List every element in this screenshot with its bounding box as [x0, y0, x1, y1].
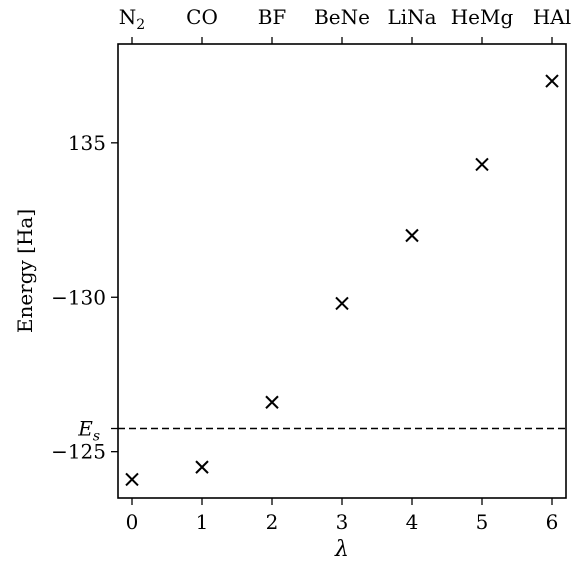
- top-tick-label: HAl: [533, 5, 571, 29]
- markers-layer: [125, 74, 559, 487]
- top-tick-label: N2: [119, 5, 145, 33]
- data-point-marker: [265, 395, 279, 409]
- top-tick-label-main: BeNe: [314, 5, 370, 29]
- data-point-marker: [545, 74, 559, 88]
- data-point-marker: [195, 460, 209, 474]
- x-tick-label: 5: [476, 510, 489, 534]
- data-point-marker: [125, 472, 139, 487]
- top-tick-label-main: LiNa: [387, 5, 436, 29]
- y-tick-label: 135: [68, 131, 106, 155]
- top-tick-label-main: HeMg: [451, 5, 514, 29]
- top-tick-label: BeNe: [314, 5, 370, 29]
- reference-label-sub: s: [93, 429, 100, 445]
- ticks-layer: 0 1 2 3 4 5 6N2 CO BF BeNe LiNa HeMg HAl−125−130135E…: [51, 5, 571, 534]
- top-tick-label-main: CO: [186, 5, 218, 29]
- marker-stroke: [195, 460, 209, 474]
- reference-label-main: E: [77, 417, 93, 441]
- top-tick-label-sub: 2: [136, 17, 145, 33]
- top-tick-label-main: BF: [258, 5, 287, 29]
- top-tick-label: CO: [186, 5, 218, 29]
- marker-stroke: [545, 74, 559, 88]
- top-tick-label: HeMg: [451, 5, 514, 29]
- y-tick-label: −130: [51, 285, 106, 309]
- x-tick-label: 3: [336, 510, 349, 534]
- marker-stroke: [475, 157, 489, 172]
- data-point-marker: [405, 228, 419, 243]
- x-tick-label: 1: [196, 510, 209, 534]
- marker-stroke: [125, 472, 139, 487]
- reference-line-label: Es: [77, 417, 100, 445]
- x-tick-label: 6: [546, 510, 559, 534]
- x-tick-label: 4: [406, 510, 419, 534]
- x-tick-label: 2: [266, 510, 279, 534]
- y-tick-label: −125: [51, 440, 106, 464]
- x-axis-label: λ: [334, 537, 349, 562]
- x-tick-label: 0: [126, 510, 139, 534]
- y-axis-label: Energy [Ha]: [13, 209, 37, 333]
- top-tick-label-main: HAl: [533, 5, 571, 29]
- top-tick-label: BF: [258, 5, 287, 29]
- marker-stroke: [405, 228, 419, 243]
- top-tick-label: LiNa: [387, 5, 436, 29]
- data-point-marker: [335, 296, 349, 311]
- top-tick-label-main: N: [119, 5, 137, 29]
- marker-stroke: [335, 296, 349, 311]
- plot-frame: [117, 43, 567, 499]
- data-point-marker: [475, 157, 489, 172]
- marker-stroke: [265, 395, 279, 409]
